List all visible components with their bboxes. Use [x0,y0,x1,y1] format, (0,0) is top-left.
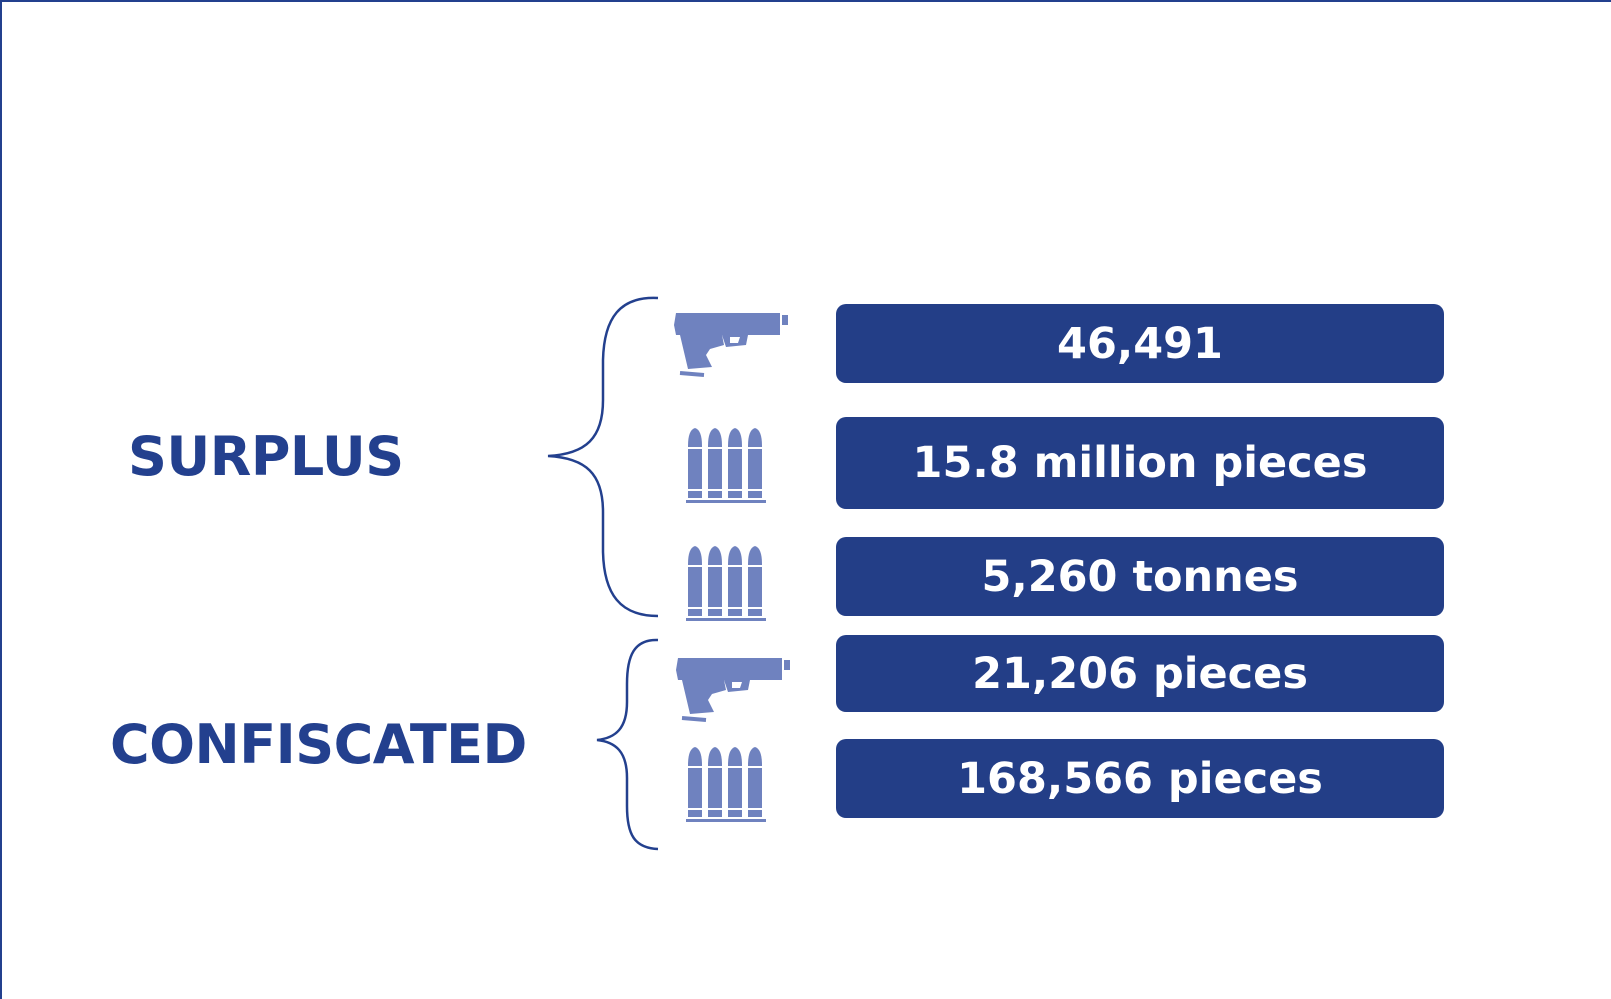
surplus-ammunition-tonnes-bar: 5,260 tonnes [836,537,1444,616]
pistol-icon [672,650,798,726]
confiscated-weapons-bar: 21,206 pieces [836,635,1444,712]
surplus-ammunition-pieces-value: 15.8 million pieces [912,438,1368,488]
surplus-weapons-bar: 46,491 [836,304,1444,383]
confiscated-bracket [596,638,659,851]
confiscated-ammunition-bar: 168,566 pieces [836,739,1444,818]
surplus-label: SURPLUS [128,425,404,488]
surplus-ammunition-pieces-bar: 15.8 million pieces [836,417,1444,509]
pistol-icon [670,305,796,381]
ammunition-icon [686,546,768,622]
confiscated-ammunition-value: 168,566 pieces [957,753,1323,804]
confiscated-label: CONFISCATED [110,713,527,776]
ammunition-icon [686,428,768,504]
surplus-bracket [547,296,659,618]
ammunition-icon [686,747,768,823]
confiscated-weapons-value: 21,206 pieces [972,648,1308,699]
surplus-weapons-value: 46,491 [1057,318,1223,369]
surplus-ammunition-tonnes-value: 5,260 tonnes [981,551,1299,602]
